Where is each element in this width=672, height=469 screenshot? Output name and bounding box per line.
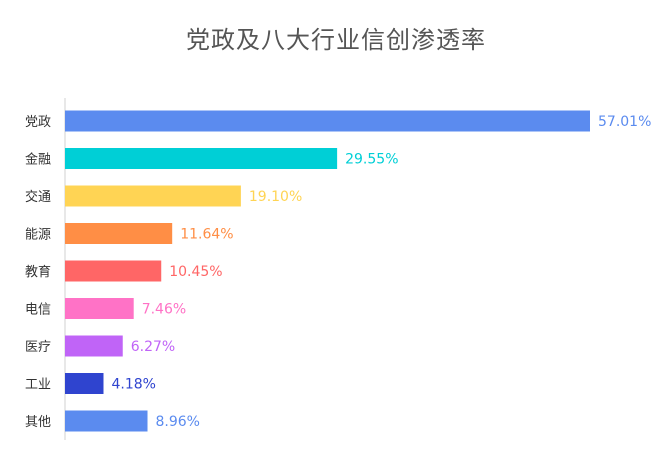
value-label-4: 11.64% <box>180 227 233 243</box>
bar-9 <box>65 410 148 432</box>
value-label-6: 7.46% <box>142 302 186 318</box>
bar-1 <box>65 110 590 132</box>
value-labels-group: 57.01% 29.55% 19.10% 11.64% 10.45% 7.46% 6.27%… <box>111 114 651 430</box>
bars-group <box>65 110 590 432</box>
category-label-4: 能源 <box>25 228 51 243</box>
category-label-1: 党政 <box>25 115 51 130</box>
value-label-2: 29.55% <box>345 152 398 168</box>
category-label-2: 金融 <box>25 152 51 168</box>
category-label-3: 交通 <box>25 189 51 205</box>
category-label-7: 医疗 <box>25 340 51 355</box>
value-label-1: 57.01% <box>598 114 651 130</box>
bar-5 <box>65 260 162 282</box>
bar-4 <box>65 223 173 244</box>
bar-2 <box>65 148 338 169</box>
bar-6 <box>65 298 134 319</box>
value-label-3: 19.10% <box>249 189 302 205</box>
value-label-9: 8.96% <box>156 414 200 430</box>
bar-7 <box>65 335 123 357</box>
chart-title: 党政及八大行业信创渗透率 <box>186 26 486 54</box>
category-label-5: 教育 <box>25 264 51 280</box>
value-label-7: 6.27% <box>131 339 175 355</box>
value-label-8: 4.18% <box>111 377 155 393</box>
bar-8 <box>65 373 104 394</box>
value-label-5: 10.45% <box>169 264 222 280</box>
category-label-9: 其他 <box>25 415 51 430</box>
category-label-8: 工业 <box>25 378 51 393</box>
category-label-6: 电信 <box>25 303 51 318</box>
bar-3 <box>65 185 241 207</box>
